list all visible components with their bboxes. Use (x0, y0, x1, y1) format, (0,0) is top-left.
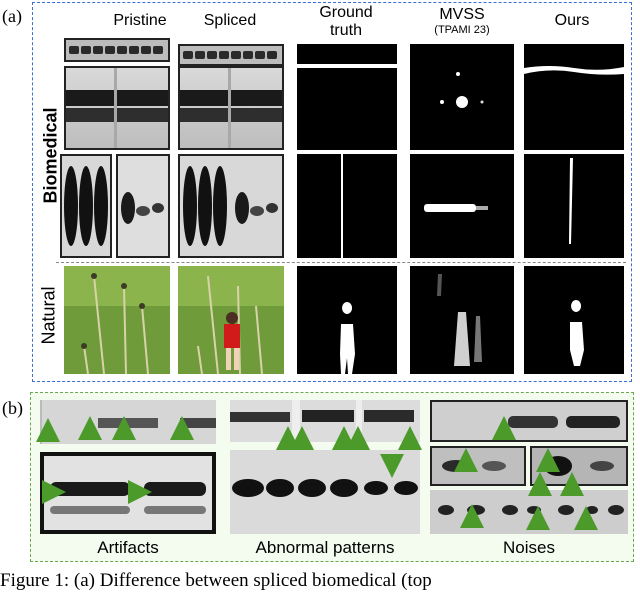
col-header-mvss: MVSS (TPAMI 23) (410, 6, 514, 37)
spliced-natural-photo (178, 266, 284, 374)
noises-blot-top (430, 400, 628, 442)
caption-artifacts: Artifacts (97, 538, 159, 557)
ours-mask-1 (524, 44, 624, 150)
gt-mask-2 (297, 154, 397, 258)
caption-noises: Noises (503, 538, 555, 557)
gt-mask-3 (297, 266, 397, 374)
gt-mask-1 (297, 44, 397, 150)
ours-mask-3 (524, 266, 624, 374)
noises-blot-mid-left (430, 446, 526, 486)
mvss-mask-2 (410, 154, 514, 258)
spliced-blot-strip (178, 44, 284, 66)
panel-a-frame (32, 2, 632, 382)
pristine-blot-strip (64, 38, 170, 62)
mvss-label: MVSS (439, 6, 485, 23)
col-header-spliced: Spliced (203, 12, 257, 29)
mvss-mask-3 (410, 266, 514, 374)
pristine-natural-photo (64, 266, 170, 374)
abnormal-blot-top (230, 400, 420, 442)
mvss-mask-1 (410, 44, 514, 150)
spliced-smear (178, 154, 284, 258)
mvss-sublabel: (TPAMI 23) (434, 24, 490, 36)
pristine-smear-right (116, 154, 170, 258)
caption-abnormal-patterns: Abnormal patterns (255, 538, 395, 557)
col-header-pristine: Pristine (113, 12, 167, 29)
figure-caption: Figure 1: (a) Difference between spliced… (0, 570, 432, 591)
ours-mask-2 (524, 154, 624, 258)
panel-b-tag: (b) (2, 398, 23, 418)
col-header-ours: Ours (554, 12, 590, 29)
panel-a-tag: (a) (2, 6, 22, 26)
row-separator (56, 262, 626, 263)
pristine-blot (64, 66, 170, 150)
pristine-smear-left (60, 154, 112, 258)
col-header-ground-truth: Ground truth (319, 4, 373, 39)
spliced-blot (178, 66, 284, 150)
